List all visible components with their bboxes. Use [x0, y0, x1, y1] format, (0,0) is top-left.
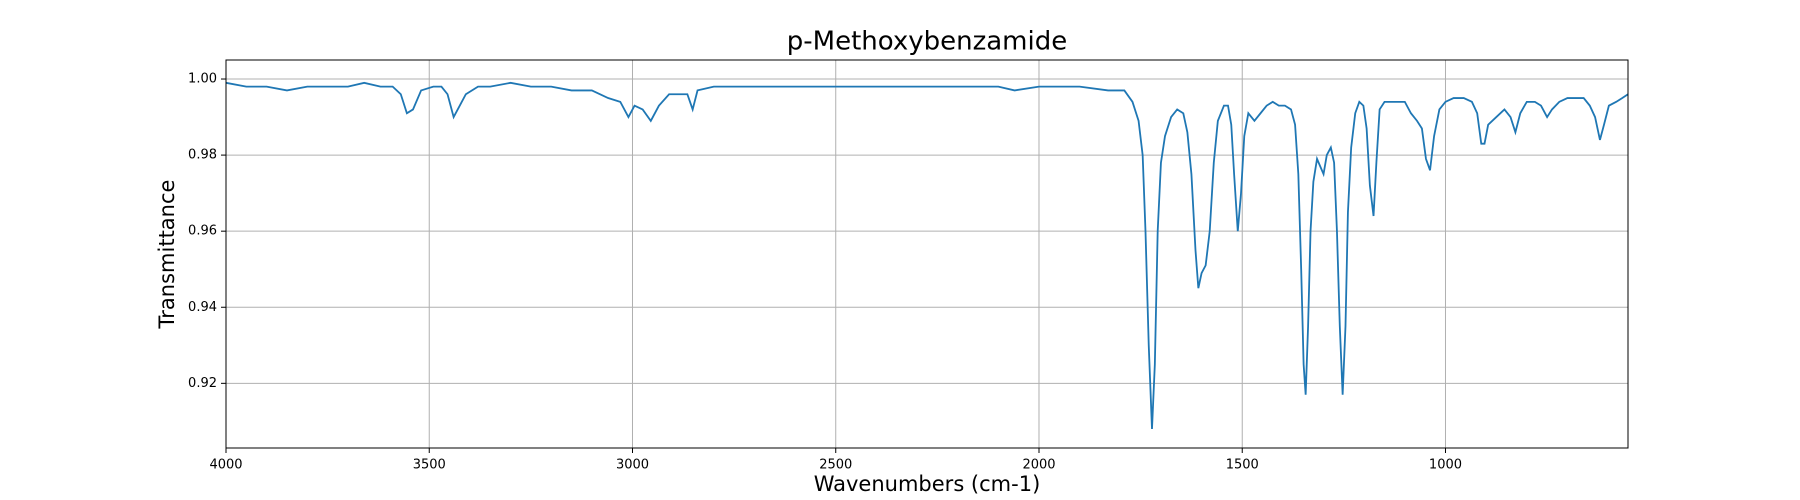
chart-title: p-Methoxybenzamide: [787, 27, 1067, 57]
spectrum-line: [225, 81, 1629, 430]
y-tick-label: 1.00: [188, 72, 217, 87]
y-axis-label: Transmittance: [155, 180, 179, 330]
x-tick-label: 3500: [413, 458, 446, 473]
x-tick-label: 1000: [1429, 458, 1462, 473]
x-tick-label: 2500: [819, 458, 852, 473]
y-tick-label: 0.92: [188, 376, 217, 391]
x-axis-label: Wavenumbers (cm-1): [814, 472, 1041, 496]
x-tick-label: 2000: [1022, 458, 1055, 473]
plot-frame: [225, 59, 1629, 449]
y-tick-label: 0.98: [188, 148, 217, 163]
y-tick-label: 0.94: [188, 300, 217, 315]
x-tick-label: 1500: [1226, 458, 1259, 473]
x-tick-label: 4000: [209, 458, 242, 473]
y-tick-label: 0.96: [188, 224, 217, 239]
x-tick-label: 3000: [616, 458, 649, 473]
